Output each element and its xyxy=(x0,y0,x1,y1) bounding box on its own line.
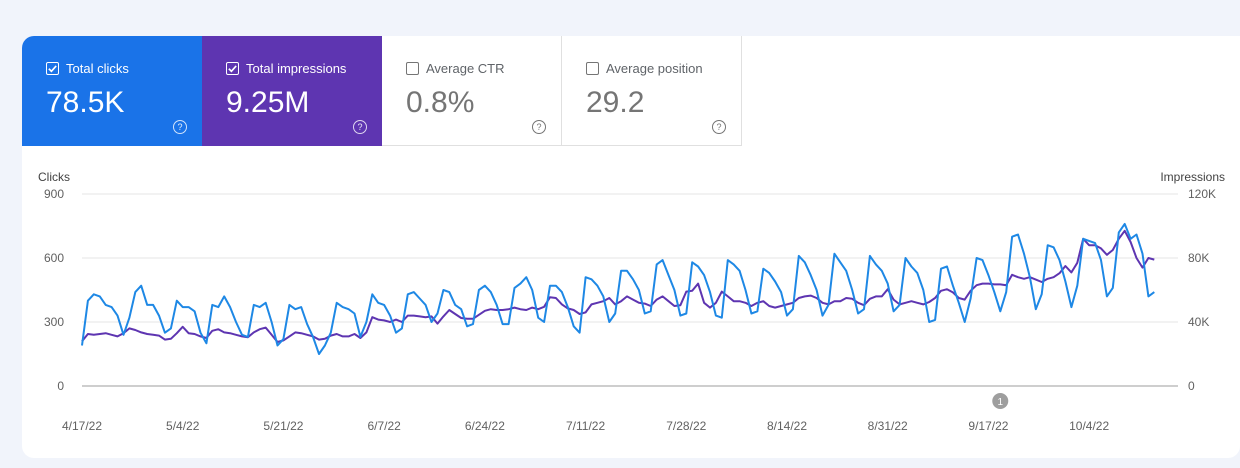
average-ctr-value: 0.8% xyxy=(406,86,475,119)
right-tick-label: 0 xyxy=(1188,379,1195,393)
average-ctr-checkbox[interactable] xyxy=(406,62,419,75)
performance-card: Total clicks 78.5K ? Total impressions 9… xyxy=(22,36,1240,458)
checkmark-icon xyxy=(228,65,237,73)
help-icon[interactable]: ? xyxy=(712,120,726,134)
left-tick-label: 900 xyxy=(44,187,64,201)
x-tick-label: 8/14/22 xyxy=(767,419,807,433)
checkmark-icon xyxy=(48,65,57,73)
total-impressions-value: 9.25M xyxy=(226,86,310,119)
x-tick-label: 7/11/22 xyxy=(566,419,605,433)
tab-average-position[interactable]: Average position 29.2 ? xyxy=(562,36,742,146)
clicks-series-line xyxy=(81,222,1155,355)
x-tick-label: 6/24/22 xyxy=(465,419,505,433)
tab-average-ctr[interactable]: Average CTR 0.8% ? xyxy=(382,36,562,146)
left-axis-title: Clicks xyxy=(38,170,70,184)
left-tick-label: 600 xyxy=(44,251,64,265)
average-ctr-label: Average CTR xyxy=(426,61,505,76)
x-tick-label: 7/28/22 xyxy=(666,419,706,433)
x-tick-label: 4/17/22 xyxy=(62,419,102,433)
x-tick-label: 8/31/22 xyxy=(868,419,908,433)
x-tick-label: 5/4/22 xyxy=(166,419,200,433)
left-tick-label: 0 xyxy=(57,379,64,393)
x-tick-label: 9/17/22 xyxy=(968,419,1008,433)
impressions-series-line xyxy=(81,229,1155,343)
annotation-label: 1 xyxy=(997,397,1003,408)
annotation-marker xyxy=(992,393,1009,409)
tab-total-clicks[interactable]: Total clicks 78.5K ? xyxy=(22,36,202,146)
total-clicks-label: Total clicks xyxy=(66,61,129,76)
average-position-value: 29.2 xyxy=(586,86,645,119)
x-tick-label: 10/4/22 xyxy=(1069,419,1109,433)
x-tick-label: 6/7/22 xyxy=(367,419,401,433)
average-position-label: Average position xyxy=(606,61,703,76)
right-tick-label: 80K xyxy=(1188,251,1209,265)
total-clicks-checkbox[interactable] xyxy=(46,62,59,75)
average-position-checkbox[interactable] xyxy=(586,62,599,75)
left-tick-label: 300 xyxy=(44,315,64,329)
help-icon[interactable]: ? xyxy=(173,120,187,134)
help-icon[interactable]: ? xyxy=(353,120,367,134)
total-impressions-checkbox[interactable] xyxy=(226,62,239,75)
right-tick-label: 120K xyxy=(1188,187,1216,201)
tab-total-impressions[interactable]: Total impressions 9.25M ? xyxy=(202,36,382,146)
total-impressions-label: Total impressions xyxy=(246,61,347,76)
right-tick-label: 40K xyxy=(1188,315,1209,329)
metric-tabs: Total clicks 78.5K ? Total impressions 9… xyxy=(22,36,742,146)
performance-chart: 0 300 600 900 0 40K 80K 120K Clicks Impressions 4/… xyxy=(38,170,1225,433)
help-icon[interactable]: ? xyxy=(532,120,546,134)
total-clicks-value: 78.5K xyxy=(46,86,125,119)
right-axis-title: Impressions xyxy=(1160,170,1225,184)
x-tick-label: 5/21/22 xyxy=(263,419,303,433)
